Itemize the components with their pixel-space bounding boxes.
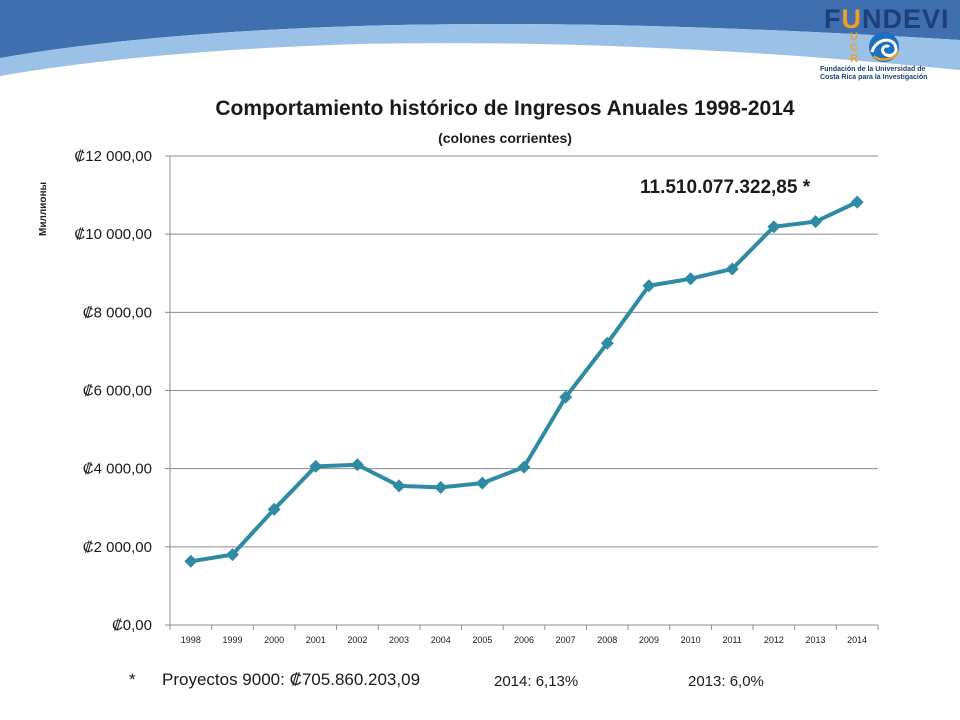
growth-2014: 2014: 6,13% — [494, 673, 579, 690]
data-point-marker — [434, 480, 448, 494]
logo-ucr-letters: U C R — [850, 31, 858, 65]
y-tick-label: ₡8 000,00 — [83, 304, 152, 321]
x-tick-label: 2011 — [723, 635, 742, 645]
x-tick-label: 2002 — [347, 635, 367, 645]
data-point-marker — [392, 479, 406, 493]
x-tick-label: 2001 — [306, 635, 326, 645]
data-point-marker — [350, 458, 364, 472]
data-point-marker — [309, 459, 323, 473]
y-tick-labels: ₡0,00 ₡2 000,00 ₡4 000,00 ₡6 000,00 ₡8 000,0… — [74, 148, 152, 634]
data-point-marker — [642, 279, 656, 293]
x-tick-label: 2009 — [639, 635, 659, 645]
data-point-marker — [267, 502, 281, 516]
x-tick-label: 2000 — [264, 635, 284, 645]
total-annotation: 11.510.077.322,85 * — [640, 177, 811, 198]
x-tick-label: 2003 — [389, 635, 409, 645]
x-tick-label: 2014 — [847, 635, 867, 645]
y-tick-label: ₡10 000,00 — [74, 226, 152, 243]
footnote-star: * — [129, 670, 136, 689]
y-tick-label: ₡6 000,00 — [83, 383, 152, 400]
logo-subtitle: Fundación de la Universidad de Costa Ric… — [820, 66, 928, 81]
data-point-marker — [225, 548, 239, 562]
data-point-marker — [767, 220, 781, 234]
growth-2013: 2013: 6,0% — [688, 673, 764, 690]
data-point-marker — [184, 554, 198, 568]
x-tick-label: 2012 — [764, 635, 784, 645]
footnote-proyectos: Proyectos 9000: ₡705.860.203,09 — [162, 670, 421, 689]
x-tick-label: 2006 — [514, 635, 534, 645]
x-tick-label: 2005 — [472, 635, 492, 645]
data-point-marker — [850, 195, 864, 209]
x-tick-label: 2004 — [431, 635, 451, 645]
data-point-marker — [559, 390, 573, 404]
x-tick-label: 1998 — [181, 635, 201, 645]
series-layer — [184, 195, 864, 568]
x-tick-label: 2010 — [681, 635, 701, 645]
y-tick-label: ₡0,00 — [112, 617, 152, 634]
header-banner — [0, 0, 960, 76]
logo-wordmark: FUNDEVI — [824, 4, 950, 34]
data-point-marker — [600, 336, 614, 350]
x-tick-label: 1999 — [222, 635, 242, 645]
y-tick-label: ₡2 000,00 — [83, 539, 152, 556]
swirl-icon — [869, 32, 900, 62]
data-point-marker — [475, 476, 489, 490]
y-tick-label: ₡12 000,00 — [74, 148, 152, 165]
x-tick-label: 2007 — [556, 635, 576, 645]
chart-subtitle: (colones corrientes) — [438, 130, 572, 146]
x-tick-label: 2013 — [806, 635, 826, 645]
x-tick-label: 2008 — [597, 635, 617, 645]
data-point-marker — [725, 262, 739, 276]
data-point-marker — [684, 272, 698, 286]
x-tick-labels: 1998 1999 2000 2001 2002 2003 2004 2005 2006 2007… — [181, 635, 867, 645]
fundevi-logo: FUNDEVI U C R Fundación de la Universida… — [812, 4, 952, 90]
data-point-marker — [517, 460, 531, 474]
chart-title: Comportamiento histórico de Ingresos Anu… — [215, 97, 795, 120]
data-point-marker — [809, 215, 823, 229]
y-tick-label: ₡4 000,00 — [83, 461, 152, 478]
gridlines — [165, 155, 879, 630]
series-line — [190, 200, 859, 564]
